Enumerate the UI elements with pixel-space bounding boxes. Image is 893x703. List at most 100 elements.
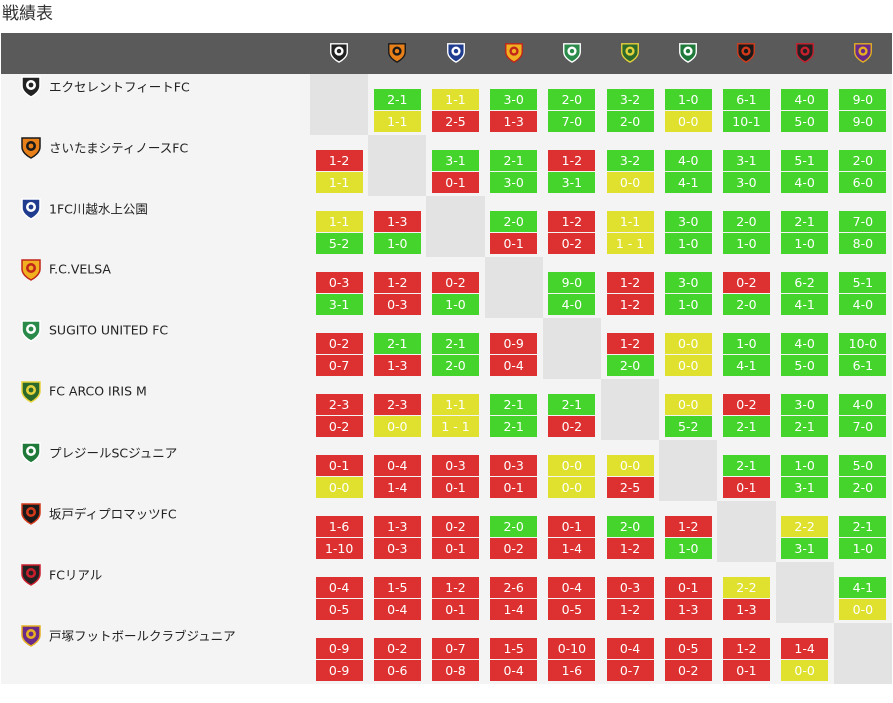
result-box: 3-1 3-0 (722, 150, 770, 193)
result-box: 0-9 0-4 (490, 333, 538, 376)
win-score: 3-1 (781, 477, 829, 498)
result-box: 0-5 0-2 (664, 638, 712, 681)
loss-score: 0-2 (432, 516, 479, 537)
match-cell: 6-2 4-1 (776, 257, 834, 318)
match-cell: 1-2 0-3 (368, 257, 426, 318)
draw-score: 1 - 1 (432, 416, 479, 437)
match-cell: 0-10 1-6 (543, 623, 601, 684)
header-team-3 (485, 33, 543, 74)
loss-score: 0-4 (315, 577, 363, 598)
crest-arco-icon (21, 381, 41, 403)
crest-totsuka-icon (21, 625, 41, 647)
match-cell: 1-3 0-3 (368, 501, 426, 562)
match-cell: 0-3 0-1 (485, 440, 543, 501)
win-score: 1-0 (839, 538, 887, 559)
loss-score: 1-10 (315, 538, 363, 559)
win-score: 4-1 (664, 172, 712, 193)
win-score: 3-0 (722, 172, 770, 193)
team-name-cell: SUGITO UNITED FC (1, 318, 310, 379)
loss-score: 1-2 (722, 638, 770, 659)
loss-score: 1-3 (664, 599, 712, 620)
team-row: 1FC川越水上公園 1-1 5-2 1-3 1-0 2-0 0-1 1-2 0-2 1-1 1 - … (1, 196, 892, 257)
win-score: 2-0 (839, 150, 887, 171)
result-box: 0-1 1-4 (548, 516, 596, 559)
team-name-cell: 坂戸ディプロマッツFC (1, 501, 310, 562)
result-box: 0-0 2-5 (606, 455, 654, 498)
crest-plaisir-icon (21, 442, 41, 464)
loss-score: 2-5 (432, 111, 479, 132)
win-score: 4-1 (781, 294, 829, 315)
result-box: 0-3 1-2 (606, 577, 654, 620)
result-box: 1-2 1-0 (664, 516, 712, 559)
page-title: 戦績表 (2, 4, 53, 24)
win-score: 3-1 (432, 150, 479, 171)
self-match-cell (600, 379, 660, 440)
win-score: 9-0 (839, 111, 887, 132)
result-box: 0-4 0-7 (606, 638, 654, 681)
win-score: 2-1 (490, 394, 538, 415)
team-name: エクセレントフィートFC (49, 79, 190, 95)
match-cell: 2-0 1-2 (601, 501, 659, 562)
result-box: 0-4 1-4 (373, 455, 421, 498)
draw-score: 0-0 (664, 394, 712, 415)
win-score: 2-0 (432, 355, 479, 376)
loss-score: 1-6 (548, 660, 596, 681)
match-cell: 1-5 0-4 (485, 623, 543, 684)
result-box: 4-0 5-0 (781, 333, 829, 376)
result-box: 1-0 0-0 (664, 89, 712, 132)
loss-score: 0-3 (373, 294, 421, 315)
loss-score: 0-7 (606, 660, 654, 681)
loss-score: 0-3 (606, 577, 654, 598)
team-row: プレジールSCジュニア 0-1 0-0 0-4 1-4 0-3 0-1 0-3 0-1 0-0 0-… (1, 440, 892, 501)
loss-score: 1-2 (606, 538, 654, 559)
match-cell: 10-0 6-1 (834, 318, 892, 379)
match-cell: 1-0 3-1 (776, 440, 834, 501)
win-score: 3-2 (606, 150, 654, 171)
win-score: 2-1 (490, 416, 538, 437)
crest-effc-icon (21, 76, 41, 98)
header-row (1, 33, 892, 74)
result-box: 5-1 4-0 (781, 150, 829, 193)
self-match-cell (717, 501, 776, 562)
result-box: 3-2 2-0 (606, 89, 654, 132)
match-cell: 0-4 0-5 (543, 562, 601, 623)
result-box: 0-4 0-5 (315, 577, 363, 620)
loss-score: 0-1 (432, 172, 479, 193)
loss-score: 1-2 (315, 150, 363, 171)
result-box: 2-1 2-1 (490, 394, 538, 437)
win-score: 3-0 (664, 211, 712, 232)
win-score: 4-1 (839, 577, 887, 598)
win-score: 2-1 (373, 333, 421, 354)
result-box: 6-1 10-1 (722, 89, 770, 132)
result-box: 2-1 1-0 (781, 211, 829, 254)
result-box: 3-0 1-3 (490, 89, 538, 132)
loss-score: 1-4 (781, 638, 829, 659)
crest-1fc-icon (446, 42, 465, 63)
draw-score: 0-0 (664, 355, 712, 376)
win-score: 4-0 (664, 150, 712, 171)
loss-score: 0-4 (606, 638, 654, 659)
match-cell: 0-3 0-1 (426, 440, 484, 501)
crest-effc-icon (330, 42, 349, 63)
team-name: 戸塚フットボールクラブジュニア (49, 628, 236, 644)
match-cell: 2-0 6-0 (834, 135, 892, 196)
loss-score: 1-2 (664, 516, 712, 537)
result-box: 1-4 0-0 (781, 638, 829, 681)
result-box: 1-1 1 - 1 (432, 394, 479, 437)
match-cell: 1-2 2-0 (601, 318, 659, 379)
result-box: 0-3 3-1 (315, 272, 363, 315)
match-cell: 9-0 9-0 (834, 74, 892, 135)
match-cell: 3-0 1-0 (659, 257, 717, 318)
result-box: 1-2 3-1 (548, 150, 596, 193)
header-team-6 (659, 33, 717, 74)
win-score: 9-0 (548, 272, 596, 293)
loss-score: 1-4 (490, 599, 538, 620)
match-cell: 1-1 1 - 1 (601, 196, 659, 257)
team-name: さいたまシティノースFC (49, 140, 189, 156)
loss-score: 0-2 (548, 233, 596, 254)
result-box: 0-1 1-3 (664, 577, 712, 620)
loss-score: 0-5 (315, 599, 363, 620)
result-box: 2-2 3-1 (781, 516, 829, 559)
loss-score: 0-1 (548, 516, 596, 537)
match-cell: 4-0 5-0 (776, 318, 834, 379)
